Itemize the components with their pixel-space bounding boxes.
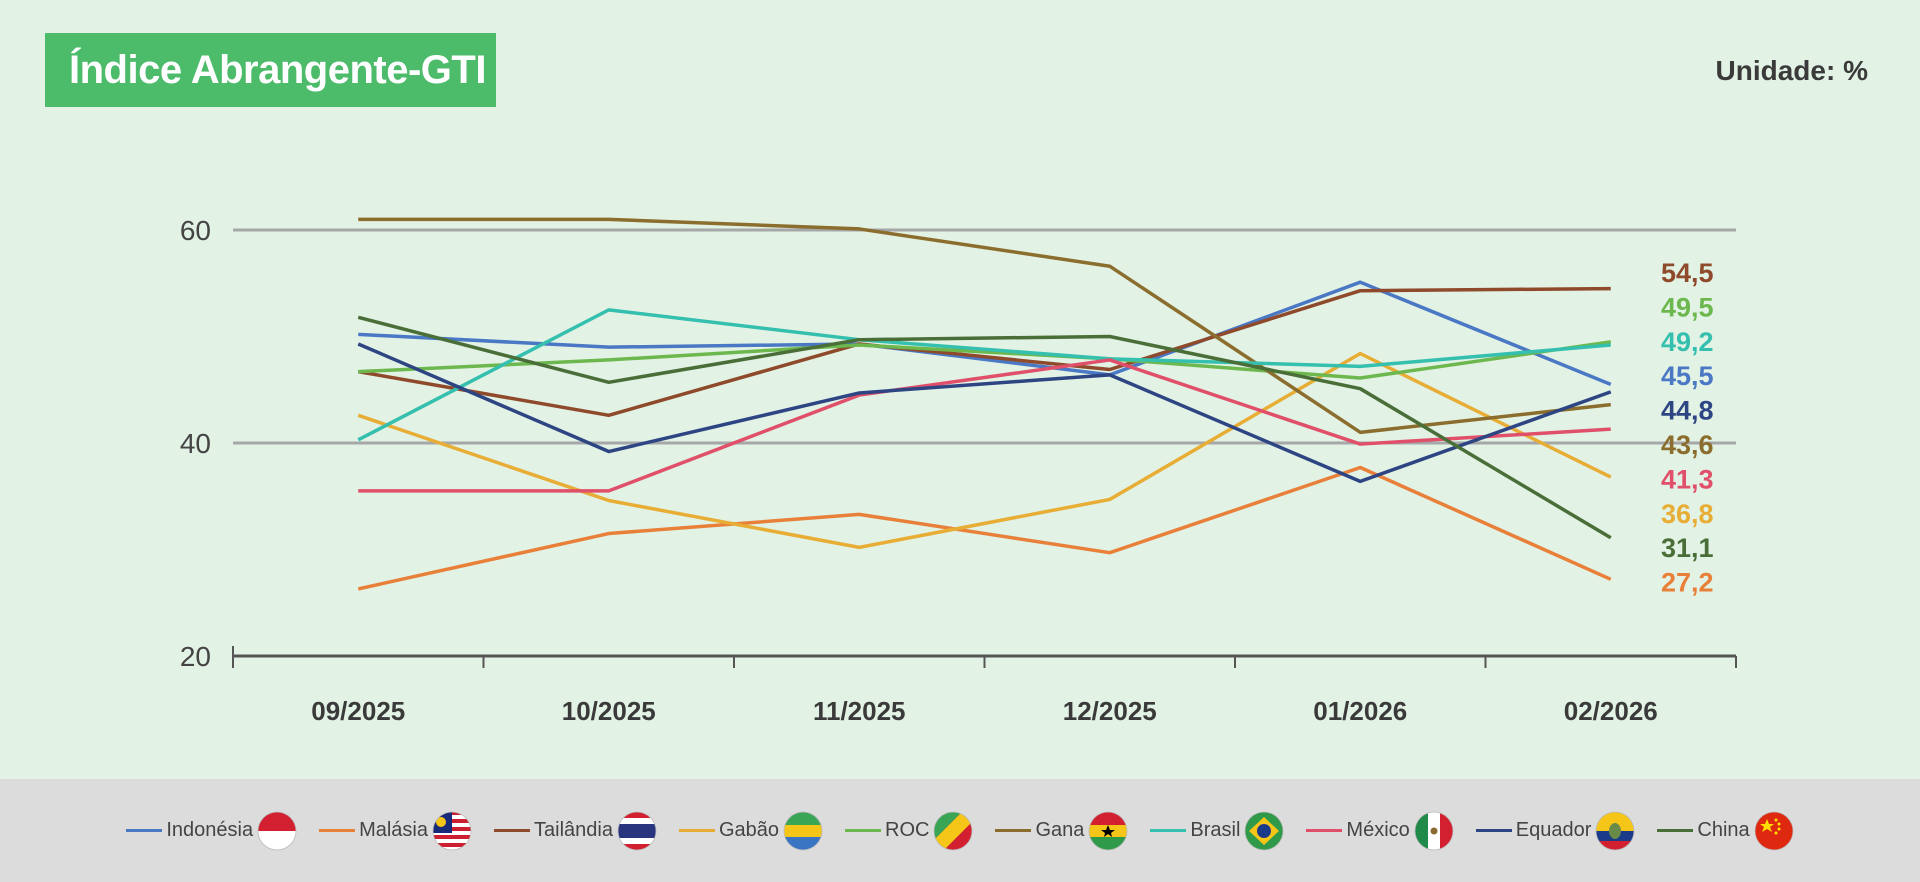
legend-line [845,829,882,832]
y-tick-label: 60 [180,215,211,246]
end-value-label: 49,2 [1661,327,1714,357]
ghana-flag-icon [1089,811,1128,850]
x-tick-label: 12/2025 [1063,696,1157,726]
x-tick-label: 09/2025 [311,696,405,726]
series-line-méxico [358,358,1611,493]
end-value-label: 49,5 [1661,292,1714,322]
legend-item-gabão: Gabão [678,811,823,851]
end-value-label: 43,6 [1661,430,1714,460]
series-line-tailândia [357,286,1611,418]
legend-label: Malásia [359,819,428,841]
y-tick-label: 40 [180,428,211,459]
legend-label: Indonésia [166,819,254,841]
legend-line [678,829,715,832]
x-tick-label: 01/2026 [1313,696,1407,726]
legend-line [494,829,530,832]
legend-line [1306,829,1343,832]
legend-label: Gana [1035,819,1085,841]
end-value-label: 44,8 [1661,396,1714,426]
x-tick-label: 10/2025 [562,696,656,726]
ecuador-flag-icon [1596,811,1635,850]
end-value-label: 41,3 [1661,464,1714,494]
legend-item-indonésia: Indonésia [126,811,297,851]
line-chart: 20 40 60 09/2025 10/2025 11/2025 12/2025 01/202… [180,215,1737,726]
legend-label: China [1697,819,1750,841]
indonesia-flag-icon [257,811,297,850]
legend-item-equador: Equador [1475,811,1636,851]
legend: Indonésia Malásia Tailândia Gabão ROC Gana Bra… [0,779,1920,882]
legend-label: ROC [885,819,930,841]
congo-flag-icon [934,811,973,850]
legend-label: Tailândia [534,819,613,841]
legend-label: Brasil [1190,819,1241,841]
legend-label: México [1346,819,1410,841]
legend-line [126,829,163,832]
legend-line [1475,829,1512,832]
legend-label: Equador [1515,819,1592,841]
malaysia-flag-icon [432,811,472,850]
x-tick-label: 02/2026 [1564,696,1658,726]
series-line-malásia [357,465,1612,591]
series-line-gabão [357,351,1612,550]
legend-item-malásia: Malásia [319,811,472,851]
thailand-flag-icon [617,811,657,850]
legend-line [319,829,356,832]
series-line-equador [357,342,1612,484]
mexico-flag-icon [1414,811,1454,850]
end-value-label: 36,8 [1661,499,1714,529]
legend-item-méxico: México [1306,811,1454,851]
series-line-china [357,315,1612,540]
legend-line [1150,829,1187,832]
legend-item-roc: ROC [845,811,973,851]
x-tick-label: 11/2025 [813,696,906,726]
brazil-flag-icon [1245,811,1284,850]
legend-item-china: China [1657,811,1794,851]
series-line-indonésia [358,280,1612,387]
end-value-label: 31,1 [1661,533,1714,563]
y-tick-label: 20 [180,641,211,672]
end-value-label: 54,5 [1661,258,1714,288]
legend-label: Gabão [718,819,780,841]
legend-item-tailândia: Tailândia [494,811,657,851]
series-line-roc [358,340,1612,380]
legend-item-gana: Gana [995,811,1128,851]
unit-label: Unidade: % [1715,55,1868,86]
legend-line [1657,829,1694,832]
chart-title: Índice Abrangente-GTI [45,33,496,107]
legend-item-brasil: Brasil [1150,811,1284,851]
gabon-flag-icon [783,811,823,850]
end-value-label: 27,2 [1661,568,1714,598]
series-line-brasil [357,308,1611,442]
end-value-label: 45,5 [1661,361,1714,391]
china-flag-icon [1754,811,1794,850]
legend-line [995,829,1032,832]
series-line-gana [358,217,1611,435]
